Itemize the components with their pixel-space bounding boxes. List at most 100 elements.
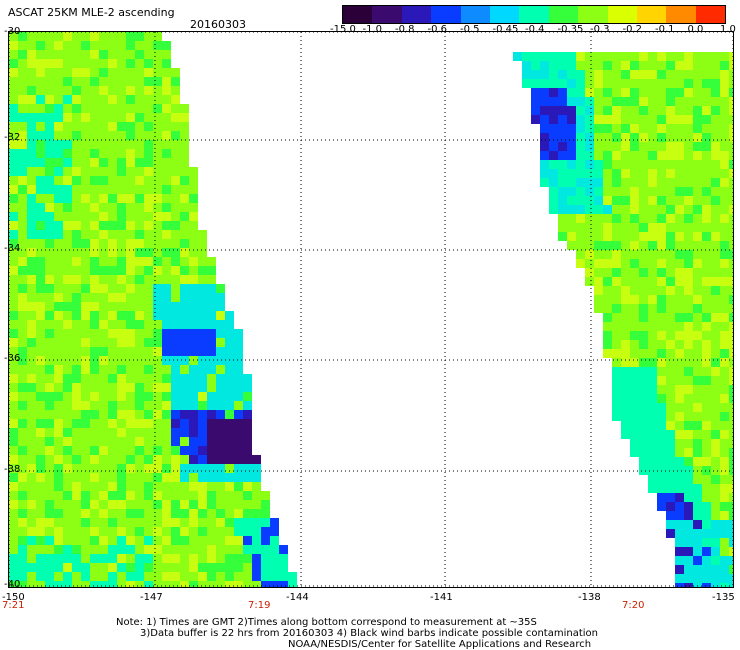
swath-cell [666, 367, 675, 376]
swath-cell [666, 97, 675, 106]
swath-cell [648, 232, 657, 241]
swath-cell [702, 160, 711, 169]
swath-cell [675, 331, 684, 340]
lat-label-32: -32 [4, 132, 21, 143]
swath-cell [198, 374, 207, 383]
swath-cell [675, 520, 684, 529]
swath-cell [54, 554, 63, 563]
swath-cell [639, 223, 648, 232]
swath-cell [9, 176, 18, 185]
swath-cell [108, 437, 117, 446]
swath-cell [720, 358, 729, 367]
swath-cell [585, 277, 594, 286]
swath-cell [99, 311, 108, 320]
swath-cell [27, 482, 36, 491]
swath-cell [693, 511, 702, 520]
swath-cell [180, 392, 189, 401]
swath-cell [180, 302, 189, 311]
swath-cell [594, 196, 603, 205]
swath-cell [27, 248, 36, 257]
swath-cell [27, 491, 36, 500]
swath-cell [144, 302, 153, 311]
swath-cell [90, 320, 99, 329]
swath-cell [63, 338, 72, 347]
swath-cell [108, 293, 117, 302]
swath-cell [621, 322, 630, 331]
swath-cell [54, 95, 63, 104]
swath-cell [45, 338, 54, 347]
swath-cell [63, 167, 72, 176]
swath-cell [639, 250, 648, 259]
swath-cell [216, 536, 225, 545]
swath-cell [639, 376, 648, 385]
swath-cell [54, 230, 63, 239]
swath-cell [630, 439, 639, 448]
swath-cell [612, 160, 621, 169]
swath-cell [675, 295, 684, 304]
swath-cell [36, 374, 45, 383]
swath-cell [612, 277, 621, 286]
swath-cell [108, 563, 117, 572]
swath-cell [162, 113, 171, 122]
swath-cell [198, 410, 207, 419]
swath-cell [630, 169, 639, 178]
swath-cell [189, 455, 198, 464]
swath-cell [603, 223, 612, 232]
swath-cell [36, 518, 45, 527]
swath-cell [225, 581, 234, 587]
swath-cell [126, 131, 135, 140]
swath-cell [81, 167, 90, 176]
swath-cell [207, 383, 216, 392]
swath-cell [171, 221, 180, 230]
swath-cell [180, 158, 189, 167]
swath-cell [657, 106, 666, 115]
swath-cell [72, 545, 81, 554]
swath-cell [243, 536, 252, 545]
swath-cell [27, 419, 36, 428]
swath-cell [729, 439, 733, 448]
swath-cell [207, 311, 216, 320]
swath-cell [621, 394, 630, 403]
swath-cell [693, 124, 702, 133]
swath-cell [621, 313, 630, 322]
swath-cell [117, 257, 126, 266]
swath-cell [594, 133, 603, 142]
swath-cell [666, 349, 675, 358]
swath-cell [144, 86, 153, 95]
swath-cell [18, 365, 27, 374]
swath-cell [171, 140, 180, 149]
swath-cell [639, 88, 648, 97]
swath-cell [630, 79, 639, 88]
swath-cell [27, 113, 36, 122]
swath-cell [711, 349, 720, 358]
swath-cell [45, 482, 54, 491]
swath-cell [675, 187, 684, 196]
swath-cell [540, 115, 549, 124]
swath-cell [45, 563, 54, 572]
swath-cell [189, 500, 198, 509]
swath-cell [630, 106, 639, 115]
swath-cell [18, 491, 27, 500]
swath-cell [693, 583, 702, 587]
swath-cell [54, 437, 63, 446]
swath-cell [567, 88, 576, 97]
swath-cell [72, 338, 81, 347]
swath-cell [189, 482, 198, 491]
colorbar-tick-label: -0.1 [655, 24, 675, 35]
swath-cell [729, 574, 733, 583]
swath-cell [657, 412, 666, 421]
swath-cell [720, 502, 729, 511]
swath-cell [234, 428, 243, 437]
swath-cell [54, 482, 63, 491]
swath-cell [639, 142, 648, 151]
swath-cell [684, 196, 693, 205]
swath-cell [225, 392, 234, 401]
swath-cell [639, 286, 648, 295]
swath-cell [720, 412, 729, 421]
swath-cell [612, 241, 621, 250]
lon-label-135: -135 [712, 592, 735, 603]
swath-cell [252, 464, 261, 473]
swath-cell [27, 329, 36, 338]
swath-cell [729, 142, 733, 151]
swath-cell [45, 266, 54, 275]
